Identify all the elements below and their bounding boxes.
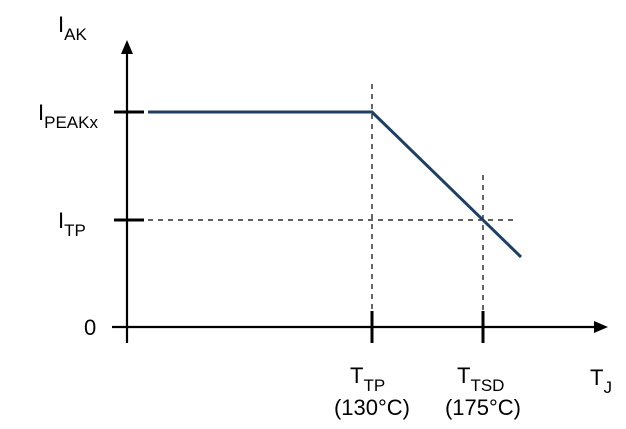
series-line <box>148 110 523 259</box>
y-tick-label-itp-sub: TP <box>64 221 86 240</box>
x-axis-title-sub: J <box>603 378 612 397</box>
y-axis-title-main: I <box>58 12 64 37</box>
x-axis-arrow <box>594 321 608 333</box>
x-tick-label-ttsd-sub: TSD <box>470 376 504 395</box>
x-tick-label-ttp-main: T <box>350 363 363 388</box>
x-tick-label-ttp: TTP <box>350 363 385 395</box>
y-tick-label-itp-main: I <box>58 208 64 233</box>
x-tick-note-ttsd: (175°C) <box>445 395 521 420</box>
y-tick-label-ipeak-sub: PEAKx <box>44 113 98 132</box>
y-tick-label-itp: ITP <box>58 208 86 240</box>
x-axis-title: TJ <box>590 365 612 397</box>
x-axis-title-main: T <box>590 365 603 390</box>
y-tick-label-zero: 0 <box>84 315 96 340</box>
y-axis-arrow <box>121 40 133 54</box>
y-tick-label-ipeak-main: I <box>38 100 44 125</box>
x-tick-label-ttsd-main: T <box>457 363 470 388</box>
y-tick-label-ipeak: IPEAKx <box>38 100 98 132</box>
y-axis-title-sub: AK <box>64 25 87 44</box>
x-tick-note-ttp: (130°C) <box>334 395 410 420</box>
x-tick-label-ttsd: TTSD <box>457 363 504 395</box>
x-tick-label-ttp-sub: TP <box>363 376 385 395</box>
y-axis-title: IAK <box>58 12 87 44</box>
